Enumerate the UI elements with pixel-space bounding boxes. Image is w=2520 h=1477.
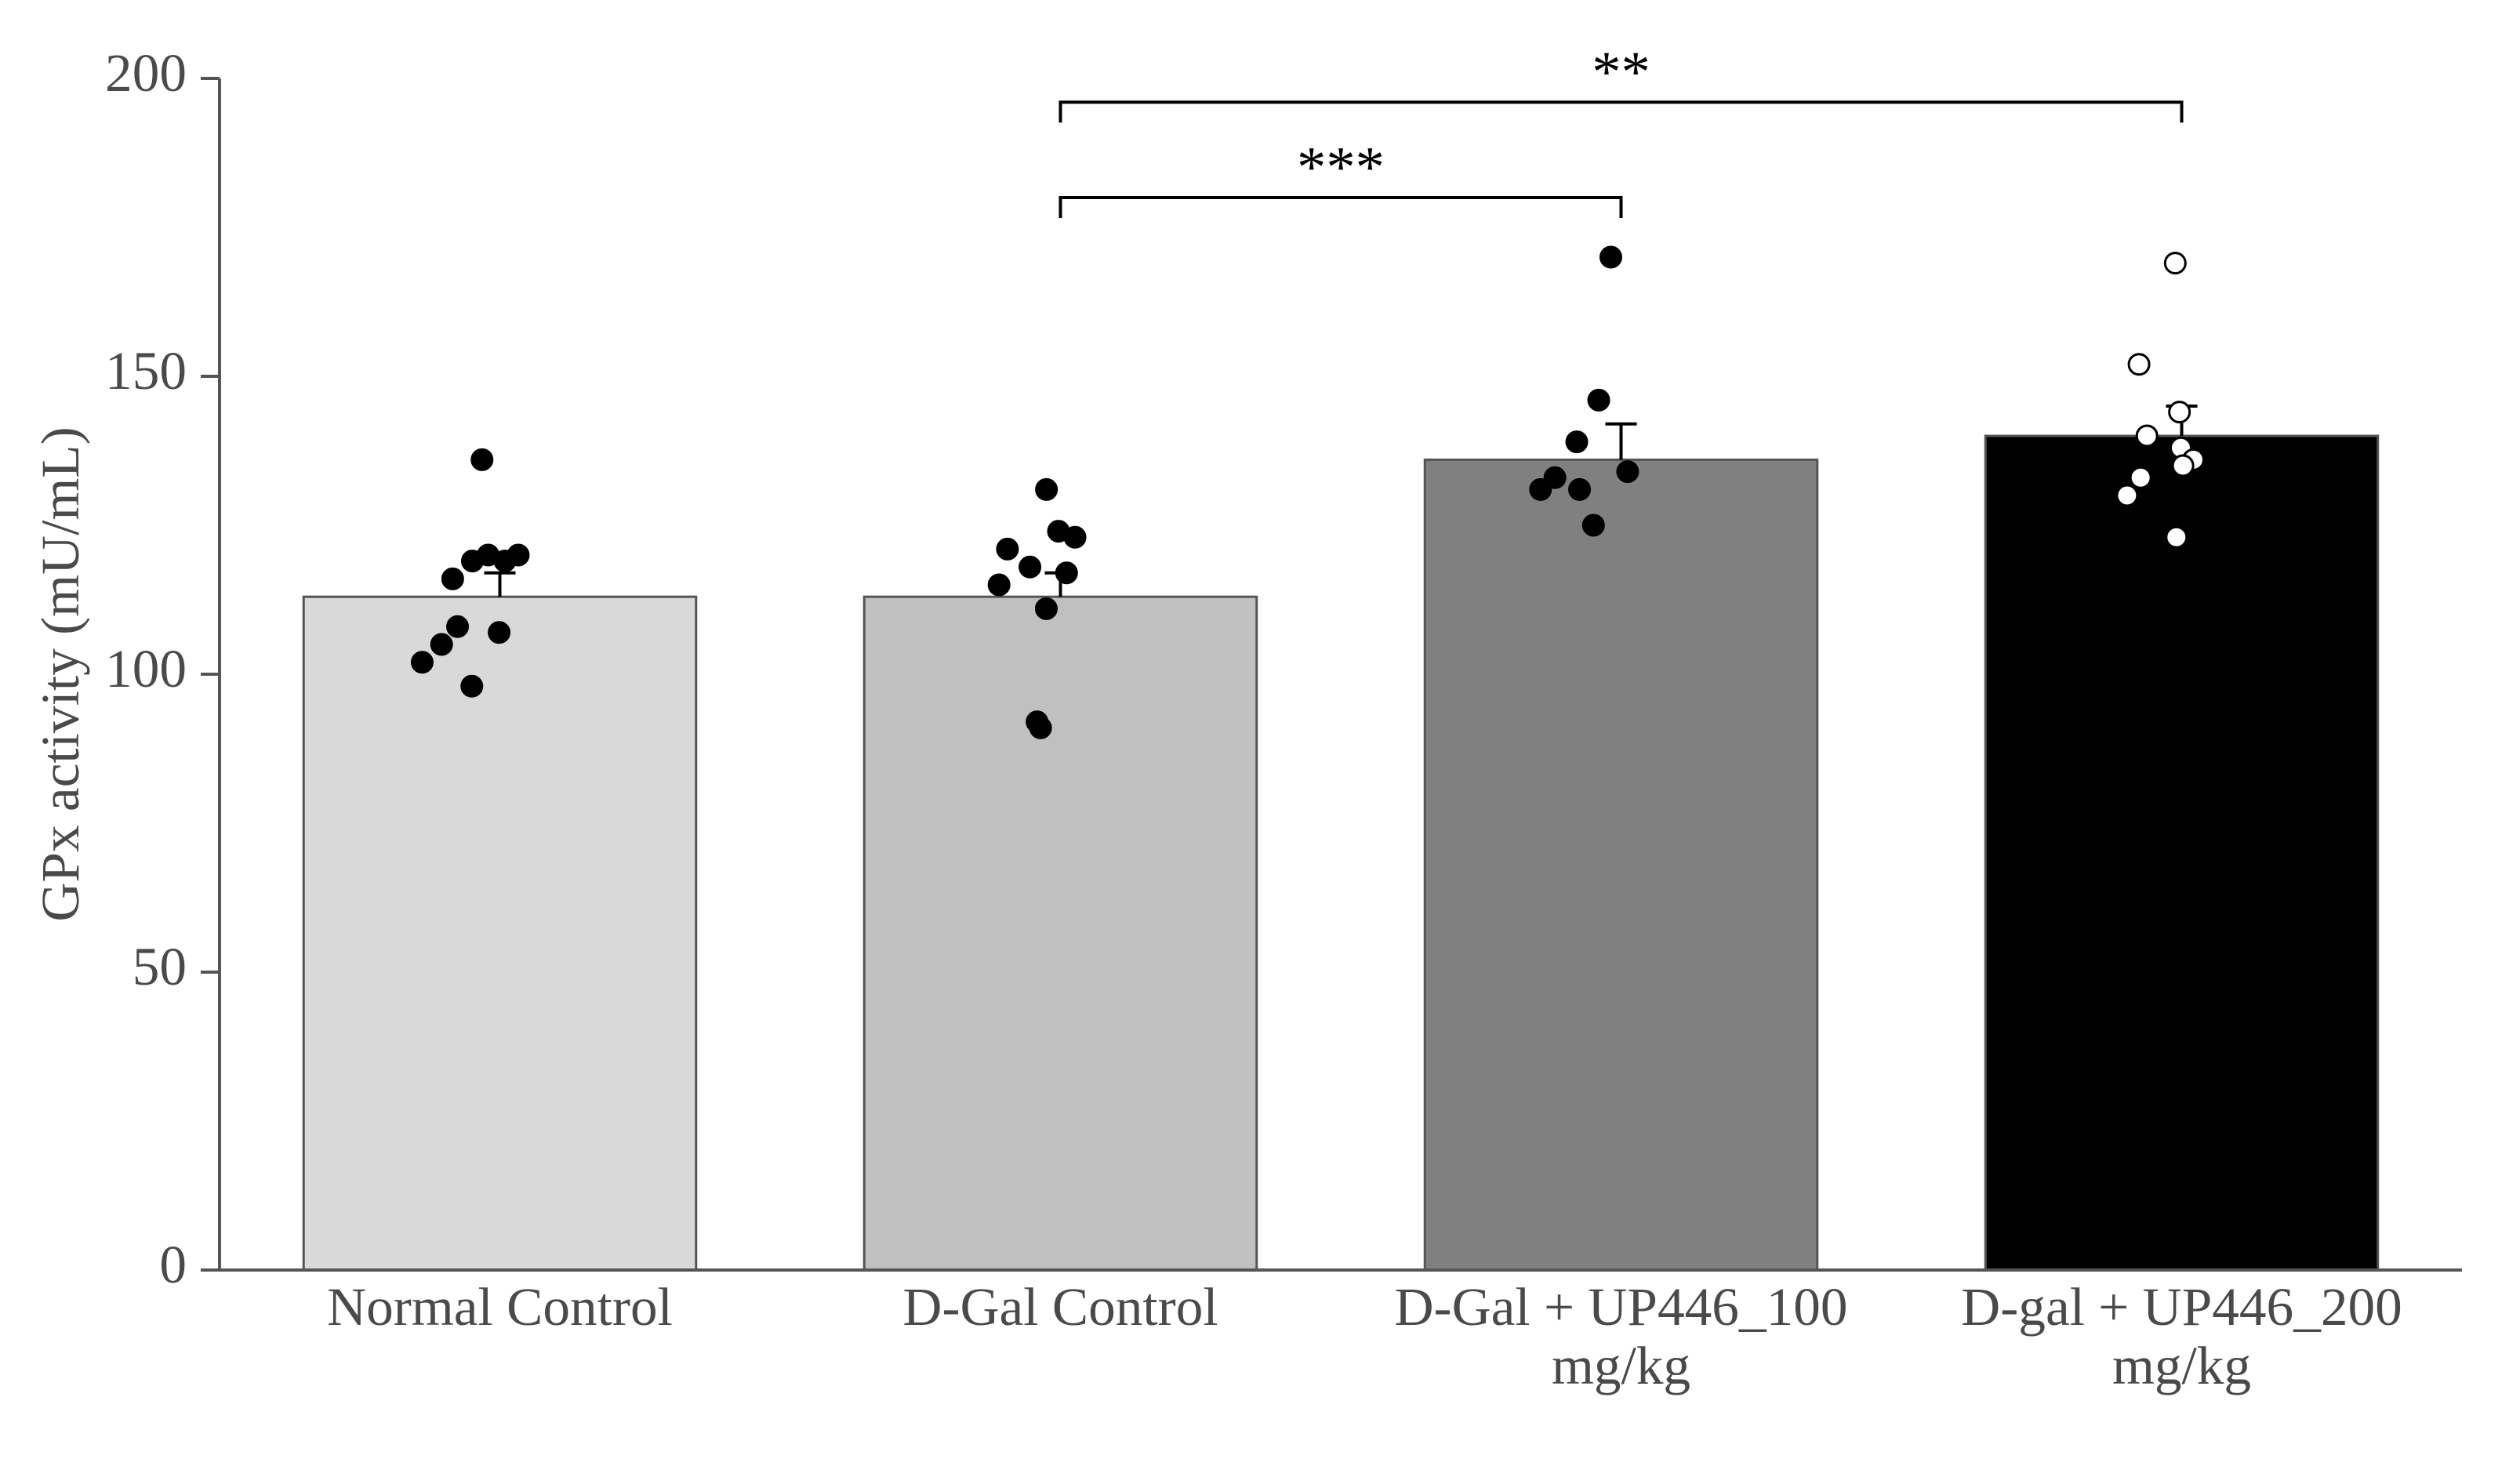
data-point [448,616,468,637]
data-point [2129,354,2149,375]
data-point [489,622,510,643]
data-point [1037,479,1057,499]
data-point [2130,467,2151,488]
chart-svg: 0 50 100 150 200 GPx activity (mU/mL) Normal C… [0,0,2520,1477]
data-point [1065,527,1085,547]
bar-group-1 [864,597,1257,1270]
bar-chart-gpx-activity: 0 50 100 150 200 GPx activity (mU/mL) Normal C… [0,0,2520,1477]
data-point [1567,432,1587,452]
y-tick-label: 50 [133,936,187,996]
y-tick-label: 100 [105,638,187,699]
data-point [1020,557,1040,577]
data-point [462,676,482,696]
x-tick-label-1: D-Gal Control [902,1276,1218,1337]
significance-label-1: ** [1592,39,1650,104]
data-point [442,568,463,589]
data-point [431,634,452,655]
data-point [1036,598,1056,619]
data-point [2166,527,2187,547]
data-point [1618,462,1638,482]
bar-group-3 [1985,436,2378,1270]
data-point [2117,485,2137,506]
data-point [472,449,492,470]
data-point [1583,515,1603,535]
data-point [1570,479,1590,499]
data-point [1531,479,1551,499]
data-point [1589,390,1609,410]
data-point [1056,563,1077,583]
data-point [2173,455,2193,476]
y-tick-label: 0 [159,1234,187,1294]
bar-group-2 [1425,459,1817,1270]
data-point [989,575,1009,595]
bar-group-0 [303,597,696,1270]
data-point [997,539,1018,559]
significance-label-0: *** [1297,135,1385,200]
data-point [2170,402,2190,423]
data-point [1600,247,1621,267]
y-axis-label: GPx activity (mU/mL) [30,426,90,921]
data-point [2137,426,2157,446]
data-point [2165,253,2185,274]
data-point [1030,717,1051,738]
y-tick-label: 200 [105,42,187,103]
data-point [412,652,432,673]
x-tick-label-0: Normal Control [327,1276,673,1337]
data-point [495,551,515,572]
y-tick-label: 150 [105,340,187,401]
